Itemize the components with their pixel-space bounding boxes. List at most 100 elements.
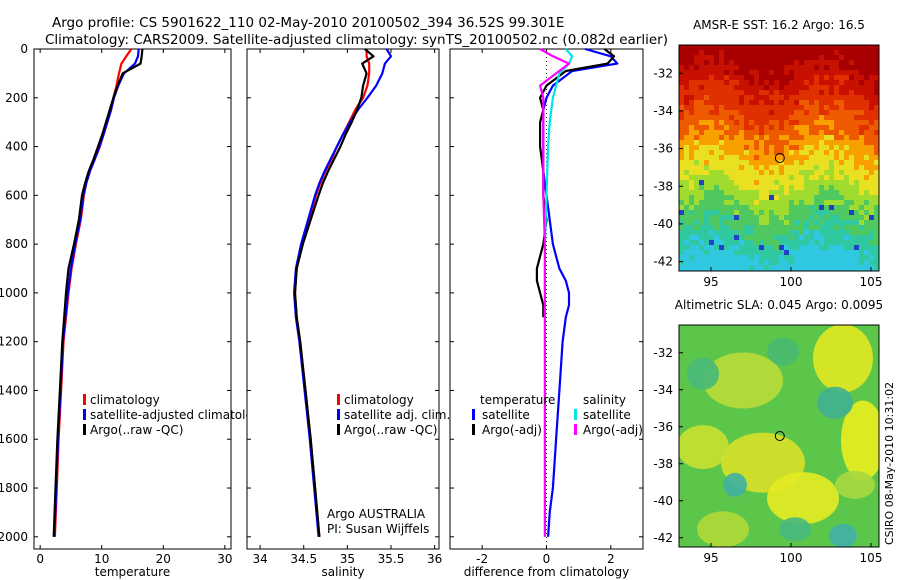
heatmap-cell bbox=[809, 55, 814, 60]
heatmap-cell bbox=[829, 205, 834, 210]
heatmap-cell bbox=[749, 70, 754, 75]
heatmap-cell bbox=[754, 120, 759, 125]
heatmap-cell bbox=[819, 255, 824, 260]
heatmap-cell bbox=[839, 150, 844, 155]
heatmap-cell bbox=[734, 205, 739, 210]
heatmap-cell bbox=[799, 60, 804, 65]
heatmap-cell bbox=[774, 150, 779, 155]
heatmap-cell bbox=[834, 230, 839, 235]
heatmap-cell bbox=[734, 190, 739, 195]
heatmap-cell bbox=[829, 165, 834, 170]
heatmap-cell bbox=[719, 95, 724, 100]
heatmap-cell bbox=[784, 95, 789, 100]
heatmap-cell bbox=[774, 135, 779, 140]
heatmap-cell bbox=[794, 215, 799, 220]
heatmap-cell bbox=[729, 70, 734, 75]
heatmap-cell bbox=[779, 215, 784, 220]
heatmap-cell bbox=[749, 130, 754, 135]
heatmap-cell bbox=[864, 110, 869, 115]
heatmap-cell bbox=[859, 250, 864, 255]
heatmap-cell bbox=[774, 130, 779, 135]
heatmap-cell bbox=[709, 90, 714, 95]
heatmap-cell bbox=[844, 120, 849, 125]
heatmap-cell bbox=[764, 65, 769, 70]
heatmap-cell bbox=[769, 50, 774, 55]
heatmap-cell bbox=[689, 165, 694, 170]
heatmap-cell bbox=[679, 115, 684, 120]
heatmap-cell bbox=[784, 245, 789, 250]
y-tick-label: -32 bbox=[653, 346, 673, 360]
heatmap-cell bbox=[749, 210, 754, 215]
heatmap-cell bbox=[874, 110, 879, 115]
heatmap-cell bbox=[759, 160, 764, 165]
heatmap-cell bbox=[789, 190, 794, 195]
heatmap-cell bbox=[859, 135, 864, 140]
heatmap-cell bbox=[734, 230, 739, 235]
heatmap-cell bbox=[794, 180, 799, 185]
heatmap-cell bbox=[839, 85, 844, 90]
heatmap-cell bbox=[864, 170, 869, 175]
heatmap-cell bbox=[784, 265, 789, 270]
heatmap-cell bbox=[824, 170, 829, 175]
heatmap-cell bbox=[764, 120, 769, 125]
heatmap-cell bbox=[869, 175, 874, 180]
heatmap-cell bbox=[709, 60, 714, 65]
heatmap-cell bbox=[749, 235, 754, 240]
heatmap-cell bbox=[714, 255, 719, 260]
heatmap-cell bbox=[854, 220, 859, 225]
heatmap-cell bbox=[789, 100, 794, 105]
heatmap-cell bbox=[749, 115, 754, 120]
heatmap-cell bbox=[849, 190, 854, 195]
heatmap-cell bbox=[699, 175, 704, 180]
heatmap-cell bbox=[764, 90, 769, 95]
heatmap-cell bbox=[764, 195, 769, 200]
heatmap-cell bbox=[864, 65, 869, 70]
heatmap-cell bbox=[774, 70, 779, 75]
heatmap-cell bbox=[704, 150, 709, 155]
heatmap-cell bbox=[754, 115, 759, 120]
heatmap-cell bbox=[714, 180, 719, 185]
heatmap-cell bbox=[694, 265, 699, 270]
heatmap-cell bbox=[759, 50, 764, 55]
heatmap-cell bbox=[699, 230, 704, 235]
heatmap-cell bbox=[804, 200, 809, 205]
heatmap-cell bbox=[854, 150, 859, 155]
heatmap-cell bbox=[699, 220, 704, 225]
heatmap-cell bbox=[684, 175, 689, 180]
heatmap-cell bbox=[714, 95, 719, 100]
heatmap-cell bbox=[734, 185, 739, 190]
legend-swatch-black bbox=[337, 424, 340, 435]
heatmap-cell bbox=[829, 180, 834, 185]
heatmap-cell bbox=[759, 145, 764, 150]
heatmap-cell bbox=[719, 240, 724, 245]
heatmap-cell bbox=[789, 180, 794, 185]
heatmap-cell bbox=[679, 120, 684, 125]
x-tick-label: 105 bbox=[860, 551, 883, 565]
heatmap-cell bbox=[709, 160, 714, 165]
heatmap-cell bbox=[874, 120, 879, 125]
heatmap-cell bbox=[839, 75, 844, 80]
heatmap-cell bbox=[694, 155, 699, 160]
heatmap-cell bbox=[824, 250, 829, 255]
heatmap-cell bbox=[789, 185, 794, 190]
heatmap-cell bbox=[739, 210, 744, 215]
heatmap-cell bbox=[824, 225, 829, 230]
heatmap-cell bbox=[869, 185, 874, 190]
heatmap-cell bbox=[864, 265, 869, 270]
heatmap-cell bbox=[714, 135, 719, 140]
heatmap-cell bbox=[734, 210, 739, 215]
heatmap-cell bbox=[824, 60, 829, 65]
heatmap-cell bbox=[809, 170, 814, 175]
heatmap-cell bbox=[814, 135, 819, 140]
heatmap-cell bbox=[819, 195, 824, 200]
heatmap-blob bbox=[767, 472, 839, 525]
heatmap-cell bbox=[704, 65, 709, 70]
heatmap-cell bbox=[754, 45, 759, 50]
heatmap-cell bbox=[684, 60, 689, 65]
heatmap-cell bbox=[709, 50, 714, 55]
heatmap-cell bbox=[749, 175, 754, 180]
heatmap-cell bbox=[804, 120, 809, 125]
heatmap-cell bbox=[764, 80, 769, 85]
heatmap-cell bbox=[759, 90, 764, 95]
heatmap-cell bbox=[859, 185, 864, 190]
